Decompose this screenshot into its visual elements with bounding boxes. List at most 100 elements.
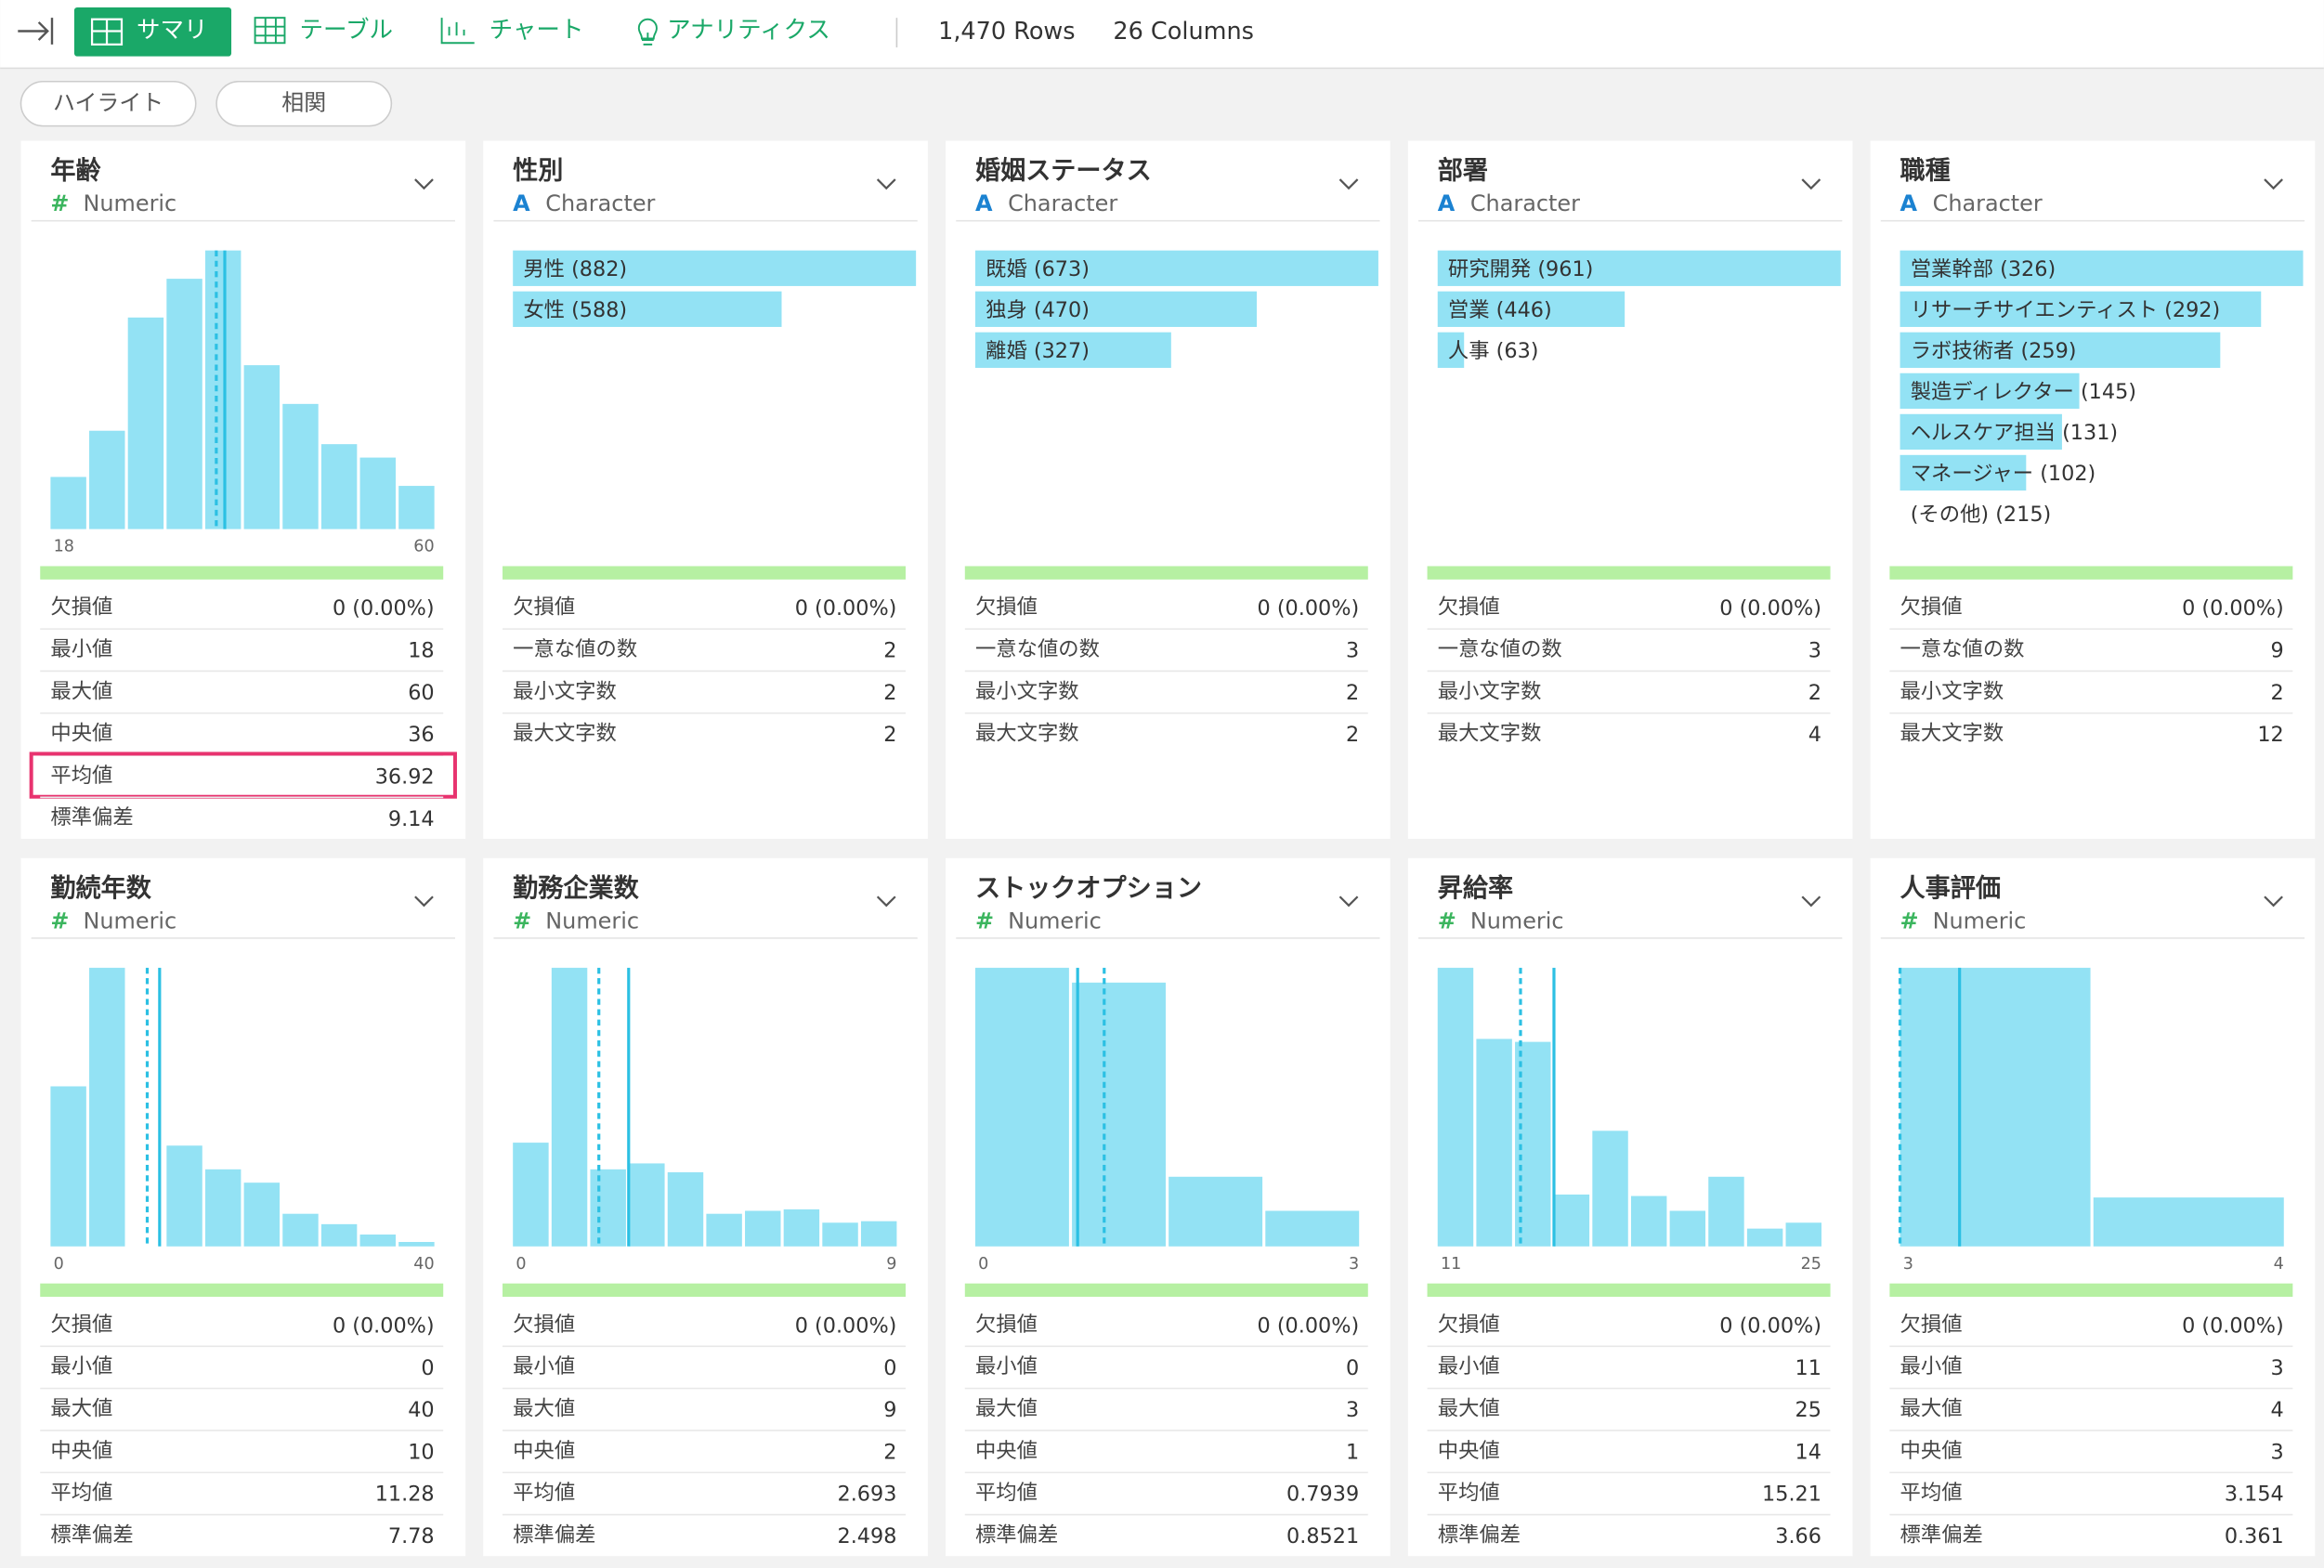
quality-bar	[964, 1283, 1368, 1298]
quality-bar	[1427, 1283, 1831, 1298]
dropdown[interactable]	[1338, 178, 1359, 190]
stat-value: 3	[2271, 1356, 2284, 1380]
stat-value: 60	[408, 681, 434, 705]
histogram-bar	[204, 1169, 242, 1247]
stat-label: 平均値	[1900, 1481, 1963, 1505]
stat-label: 欠損値	[513, 1313, 575, 1337]
stat-label: 平均値	[975, 1481, 1038, 1505]
category-bar	[513, 291, 782, 327]
histogram-bar	[89, 967, 125, 1247]
type-icon: #	[1900, 908, 1919, 934]
histogram-bar	[706, 1213, 742, 1247]
category-bar	[1900, 250, 2304, 286]
dropdown[interactable]	[2264, 178, 2283, 190]
dropdown[interactable]	[414, 895, 434, 908]
dropdown[interactable]	[414, 178, 434, 190]
stat-value: 9	[883, 1398, 896, 1422]
category-bar	[1437, 291, 1625, 327]
stat-label: 最小値	[50, 1354, 112, 1379]
axis-max: 4	[2274, 1255, 2284, 1274]
histogram-bar	[783, 1209, 820, 1247]
stat-value: 2	[2271, 681, 2284, 705]
card-title: 勤続年数	[50, 873, 151, 903]
tab[interactable]: チャート	[490, 17, 584, 45]
axis-min: 0	[978, 1255, 988, 1274]
stat-value: 0	[883, 1356, 896, 1380]
stat-value: 0 (0.00%)	[1258, 596, 1360, 621]
stat-label: 標準偏差	[975, 1522, 1058, 1547]
stat-label: 最小値	[1900, 1354, 1963, 1379]
stat-value: 0	[421, 1356, 434, 1380]
tab-icon	[254, 17, 658, 46]
stat-value: 11.28	[375, 1483, 435, 1507]
stat-value: 36	[408, 723, 434, 747]
stat-value: 3.66	[1775, 1524, 1821, 1548]
histogram-bar	[204, 250, 242, 529]
row-count: 1,470 Rows	[938, 18, 1076, 46]
dropdown[interactable]	[876, 178, 896, 190]
type-icon: #	[975, 908, 994, 934]
dropdown[interactable]	[876, 895, 896, 908]
tab[interactable]: アナリティクス	[667, 17, 830, 45]
collapse-icon[interactable]	[18, 18, 54, 45]
histogram-bar	[282, 1213, 319, 1247]
stat-label: 欠損値	[513, 595, 575, 620]
histogram-bar	[551, 967, 588, 1247]
stat-label: 一意な値の数	[1900, 637, 2025, 661]
axis-max: 9	[886, 1255, 896, 1274]
category-label: 女性 (588)	[523, 298, 627, 322]
histogram-bar	[629, 1163, 665, 1247]
stat-label: 中央値	[513, 1439, 575, 1463]
histogram-bar	[282, 403, 319, 529]
histogram-bar	[166, 1145, 202, 1247]
stat-label: 欠損値	[1438, 595, 1500, 620]
histogram-bar	[50, 1086, 86, 1247]
histogram-bar	[243, 1183, 281, 1247]
stat-value: 11	[1795, 1356, 1821, 1380]
tab[interactable]: テーブル	[299, 17, 393, 45]
stat-value: 3	[1346, 1398, 1359, 1422]
category-label: 人事 (63)	[1448, 339, 1539, 363]
column-count: 26 Columns	[1113, 18, 1254, 46]
type-icon: A	[1900, 190, 1918, 216]
dropdown[interactable]	[1801, 895, 1821, 908]
category-bar	[513, 250, 917, 286]
category-bar	[1900, 413, 2062, 451]
quality-bar	[40, 566, 444, 580]
quality-bar	[1889, 566, 2293, 580]
stat-value: 36.92	[375, 764, 435, 789]
card-title: 昇給率	[1438, 873, 1513, 903]
histogram-bar	[513, 1143, 549, 1247]
type-label: Character	[1008, 190, 1117, 216]
card-title: 勤務企業数	[513, 873, 639, 903]
stat-value: 4	[2271, 1398, 2284, 1422]
button[interactable]	[20, 80, 197, 127]
stat-value: 0.361	[2225, 1524, 2284, 1548]
histogram-bar	[590, 1169, 626, 1247]
button[interactable]	[215, 80, 393, 127]
button-label[interactable]: ハイライト	[53, 90, 163, 116]
stat-value: 18	[408, 639, 434, 663]
card-title: 年齢	[50, 156, 101, 186]
stat-value: 40	[408, 1398, 434, 1422]
dropdown[interactable]	[1338, 895, 1359, 908]
dropdown[interactable]	[2264, 895, 2283, 908]
type-label: Numeric	[1008, 908, 1102, 934]
stat-label: 最大値	[975, 1396, 1038, 1420]
type-label: Character	[1933, 190, 2043, 216]
stat-value: 2	[1346, 723, 1359, 747]
tab[interactable]: サマリ	[137, 17, 208, 45]
button-label[interactable]: 相関	[281, 90, 326, 116]
type-icon: #	[1438, 908, 1456, 934]
quality-bar	[964, 566, 1368, 580]
stat-label: 中央値	[975, 1439, 1038, 1463]
category-label: マネージャー (102)	[1911, 462, 2096, 486]
dropdown[interactable]	[1801, 178, 1821, 190]
stat-value: 7.78	[388, 1524, 435, 1548]
histogram-bar	[1630, 1196, 1667, 1247]
histogram-bar	[243, 365, 281, 529]
category-bar	[1900, 372, 2080, 410]
stat-value: 2.498	[837, 1524, 896, 1548]
histogram-bar	[1169, 1176, 1263, 1247]
stat-label: 欠損値	[975, 1313, 1038, 1337]
